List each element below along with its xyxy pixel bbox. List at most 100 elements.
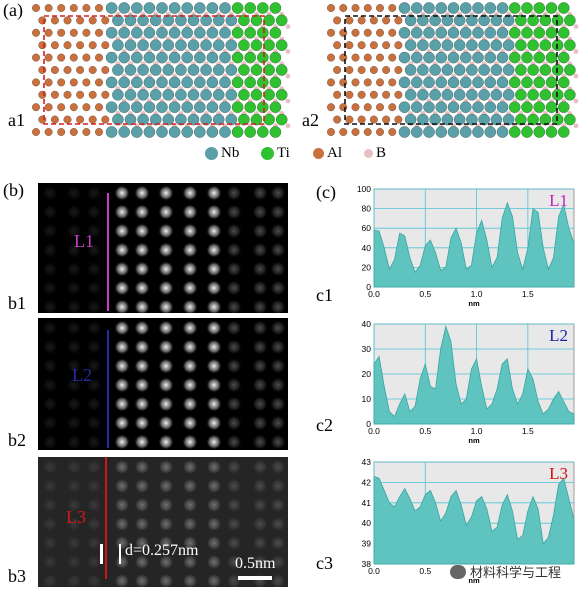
y-tick-label: 20 — [362, 262, 372, 272]
nb-atom — [417, 14, 429, 27]
ti-atom — [564, 14, 576, 27]
x-tick-label: 1.5 — [522, 289, 534, 299]
al-atom — [50, 66, 59, 74]
ti-atom — [564, 64, 576, 76]
panel-a-label: (a) — [3, 0, 23, 20]
ti-atom — [263, 39, 275, 51]
nb-atom — [441, 14, 454, 27]
watermark-text: 材料科学与工程 — [470, 566, 562, 581]
ti-atom — [238, 39, 250, 51]
legend-label-b: B — [376, 145, 387, 161]
al-atom — [363, 4, 372, 12]
nb-atom — [398, 76, 411, 89]
al-atom — [339, 103, 348, 112]
al-atom — [32, 103, 40, 112]
nb-atom — [496, 76, 509, 89]
al-atom — [345, 66, 354, 74]
nb-atom — [175, 64, 187, 76]
atom-column — [134, 396, 150, 412]
al-atom — [88, 16, 97, 25]
d-spacing-marker — [100, 544, 103, 564]
nb-atom — [484, 101, 496, 113]
al-atom — [376, 53, 384, 62]
al-atom — [333, 66, 342, 74]
al-atom — [351, 53, 360, 62]
nb-atom — [435, 2, 448, 14]
atom-column — [42, 185, 58, 201]
nb-atom — [219, 51, 231, 64]
nb-atom — [143, 101, 156, 113]
atom-column — [114, 377, 130, 393]
atom-column — [158, 242, 174, 258]
atom-column — [252, 280, 268, 296]
nb-atom — [459, 126, 472, 138]
ti-atom — [263, 14, 275, 27]
ti-atom — [539, 39, 552, 51]
atom-column — [42, 261, 58, 277]
y-tick-label: 20 — [362, 369, 372, 379]
al-atom — [38, 66, 47, 74]
atom-column — [226, 242, 242, 258]
atom-column — [226, 299, 242, 313]
ti-atom — [508, 101, 521, 113]
atom-column — [252, 261, 268, 277]
al-atom — [357, 115, 366, 124]
atom-column — [252, 185, 268, 201]
atom-column — [182, 204, 198, 220]
nb-atom — [459, 101, 472, 113]
atom-column — [134, 299, 150, 313]
nb-atom — [484, 76, 496, 89]
atom-column — [86, 204, 102, 220]
line-profile-chart-c2: 0 10 20 30 40 0.0 0.5 1.0 1.5 nm L2 — [362, 319, 575, 445]
atom-column — [206, 573, 222, 587]
al-atom — [327, 103, 335, 112]
nb-atom — [194, 126, 206, 138]
nb-atom — [194, 76, 206, 89]
nb-atom — [124, 64, 137, 76]
nb-atom — [124, 14, 137, 27]
atom-column — [182, 358, 198, 374]
al-atom — [339, 128, 348, 136]
al-atom — [369, 90, 378, 99]
atom-column — [114, 478, 130, 494]
nb-atom — [156, 27, 168, 39]
ti-atom — [244, 27, 256, 39]
atom-column — [42, 478, 58, 494]
al-atom — [339, 4, 348, 12]
nb-atom — [156, 76, 168, 89]
al-atom — [357, 66, 366, 74]
nb-atom — [459, 27, 472, 39]
al-atom — [95, 103, 103, 112]
nb-atom — [219, 2, 231, 14]
ti-atom — [557, 76, 570, 89]
legend-label-al: Al — [327, 145, 342, 161]
ti-atom — [257, 27, 269, 39]
nb-atom — [206, 126, 219, 138]
nb-atom — [484, 51, 496, 64]
nb-atom — [137, 113, 149, 126]
al-atom — [345, 41, 354, 50]
nb-atom — [472, 101, 484, 113]
nb-atom — [398, 51, 411, 64]
atom-column — [134, 261, 150, 277]
atom-column — [206, 434, 222, 450]
atom-column — [66, 459, 82, 475]
nb-atom — [417, 39, 429, 51]
nb-atom — [212, 39, 225, 51]
ti-atom — [557, 27, 570, 39]
label-a1: a1 — [8, 110, 25, 130]
al-atom — [76, 90, 85, 99]
nb-atom — [118, 2, 130, 14]
al-atom — [82, 4, 91, 12]
nb-atom — [225, 39, 238, 51]
al-atom — [345, 16, 354, 25]
stem-image-b2: L2 — [38, 318, 288, 450]
nb-atom — [411, 101, 423, 113]
al-atom — [394, 16, 403, 25]
al-atom — [333, 16, 342, 25]
nb-atom — [453, 64, 466, 76]
nb-atom — [112, 64, 124, 76]
atom-column — [114, 396, 130, 412]
stem-atoms-b1 — [42, 185, 286, 313]
nb-atom — [118, 101, 130, 113]
